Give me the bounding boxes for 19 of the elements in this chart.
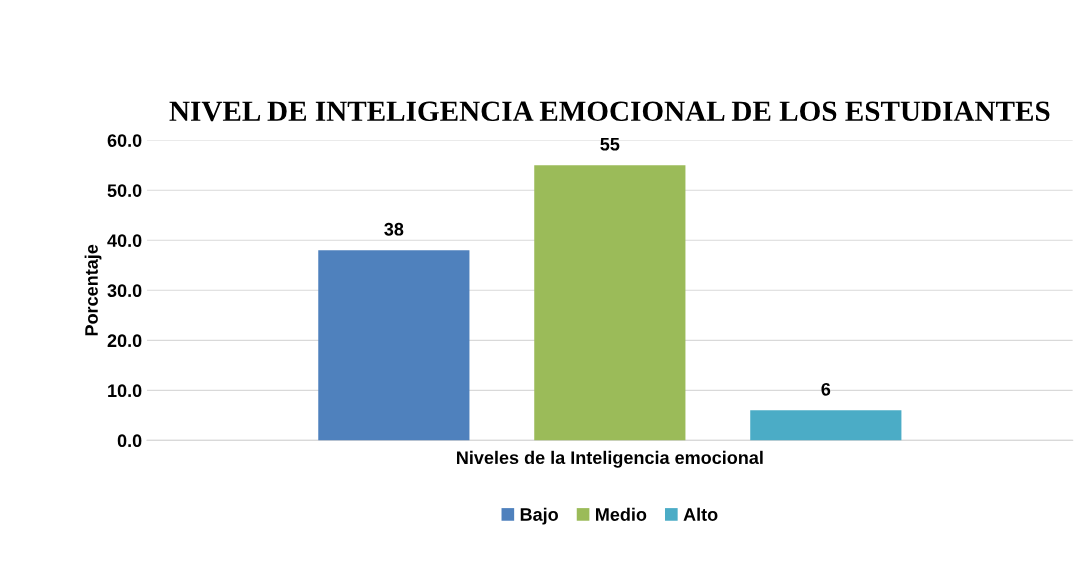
data-label: 6 bbox=[821, 382, 831, 396]
data-label: 55 bbox=[600, 137, 620, 151]
y-axis-title: Porcentaje bbox=[84, 244, 102, 336]
bar bbox=[534, 165, 686, 441]
y-tick-label: 40.0 bbox=[107, 234, 142, 248]
data-label: 38 bbox=[384, 222, 404, 236]
legend-label: Medio bbox=[596, 507, 647, 521]
legend-label: Bajo bbox=[520, 507, 558, 525]
y-tick-label: 0.0 bbox=[117, 434, 142, 448]
y-tick-label: 20.0 bbox=[107, 334, 142, 348]
chart-title: NIVEL DE INTELIGENCIA EMOCIONAL DE LOS ESTUDIANTES bbox=[169, 101, 1050, 122]
legend-label: Alto bbox=[683, 507, 718, 521]
y-tick-label: 50.0 bbox=[107, 184, 142, 197]
x-axis-title: Niveles de la Inteligencia emocional bbox=[457, 450, 763, 468]
y-tick-label: 60.0 bbox=[107, 134, 142, 147]
y-tick-label: 10.0 bbox=[108, 384, 142, 398]
bar bbox=[318, 250, 470, 441]
bar bbox=[750, 410, 902, 441]
y-tick-label: 30.0 bbox=[107, 284, 142, 298]
